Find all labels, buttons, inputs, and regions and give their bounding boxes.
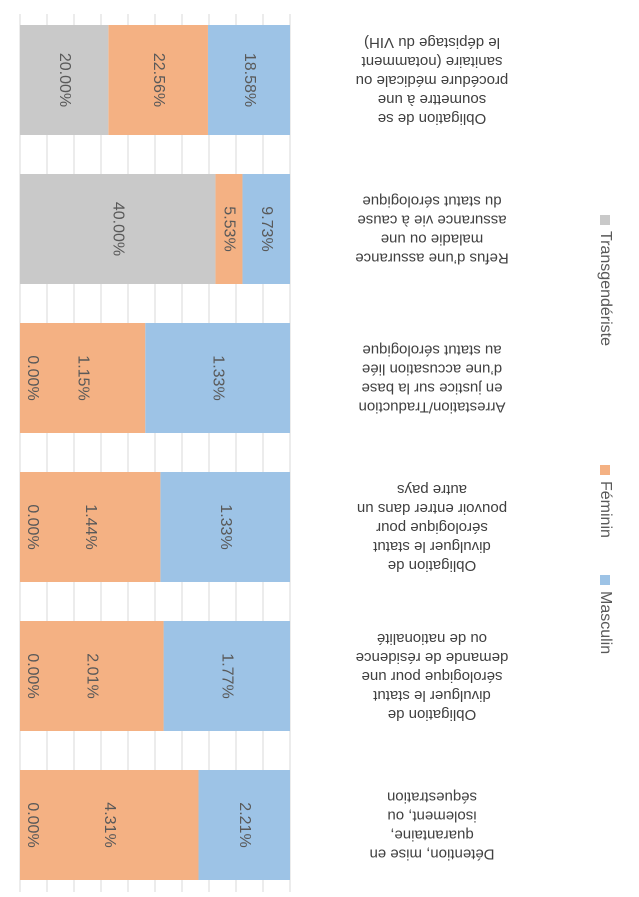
legend-swatch	[600, 575, 610, 585]
data-label: 2.01%	[84, 653, 101, 698]
data-label: 40.00%	[109, 202, 126, 256]
data-label: 4.31%	[101, 802, 118, 847]
category-label: Refus d’une assurancemaladie ou uneassur…	[355, 193, 508, 267]
data-label: 1.44%	[82, 504, 99, 549]
legend-label: Masculin	[597, 591, 614, 654]
data-label: 1.77%	[219, 653, 236, 698]
category-label: Obligation dedivulguer le statutsérologi…	[357, 481, 507, 574]
data-label: 22.56%	[150, 53, 167, 107]
bar-segment	[215, 174, 243, 284]
bar-segment	[198, 770, 290, 880]
data-label: 2.21%	[236, 802, 253, 847]
bar-segment	[163, 621, 290, 731]
category-label: Arrestation/Traductionen justice sur la …	[358, 342, 505, 416]
data-label: 18.58%	[241, 53, 258, 107]
legend-swatch	[600, 215, 610, 225]
data-label: 20.00%	[56, 53, 73, 107]
bar-segment	[145, 323, 290, 433]
data-label: 0.00%	[24, 653, 41, 698]
data-label: 9.73%	[258, 206, 275, 251]
bar-segment	[20, 472, 161, 582]
bar-segment	[20, 770, 199, 880]
data-label: 0.00%	[24, 355, 41, 400]
bar-segment	[242, 174, 290, 284]
legend-swatch	[600, 465, 610, 475]
bar-segment	[20, 25, 109, 135]
data-label: 1.33%	[217, 504, 234, 549]
category-label: Obligation de sesoumettre à uneprocédure…	[356, 34, 509, 127]
bar-segment	[160, 472, 290, 582]
legend-label: Transgendériste	[597, 231, 614, 346]
legend-label: Féminin	[597, 481, 614, 538]
bar-segment	[20, 323, 146, 433]
category-label: Détention, mise enquarantaine,isolement,…	[369, 789, 494, 863]
bar-segment	[108, 25, 208, 135]
data-label: 1.33%	[209, 355, 226, 400]
bar-segment	[207, 25, 290, 135]
data-label: 1.15%	[74, 355, 91, 400]
data-label: 0.00%	[24, 802, 41, 847]
bar-segment	[20, 174, 216, 284]
category-label: Obligation dedivulguer le statutsérologi…	[356, 630, 509, 723]
data-label: 0.00%	[24, 504, 41, 549]
bar-segment	[20, 621, 164, 731]
data-label: 5.53%	[221, 206, 238, 251]
